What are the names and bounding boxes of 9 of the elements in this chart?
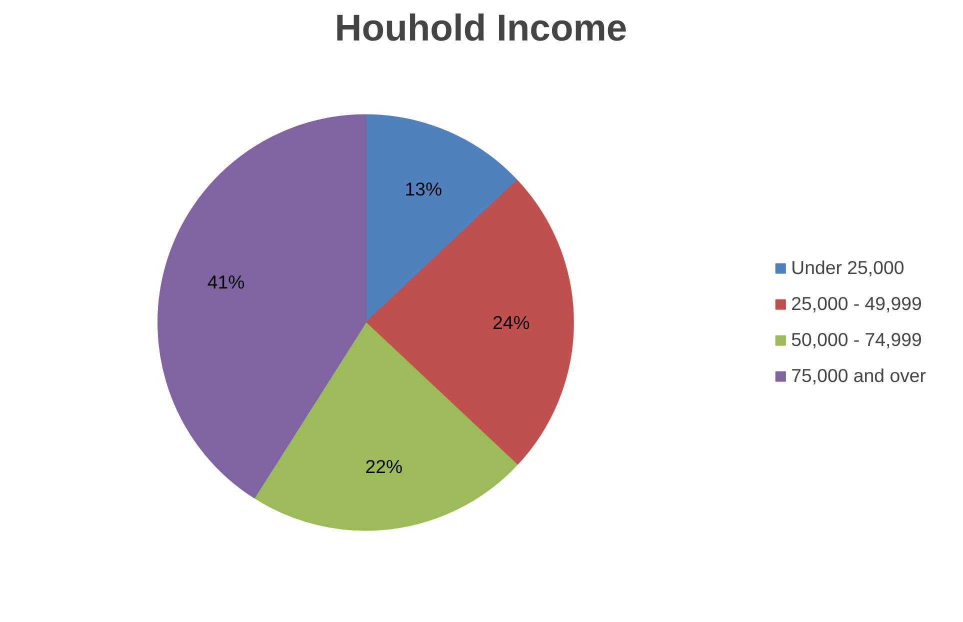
data-label: 22% — [365, 456, 403, 478]
data-label: 24% — [492, 312, 530, 333]
chart-title: Houhold Income — [334, 6, 628, 48]
data-label: 13% — [404, 178, 442, 200]
legend-label: 75,000 and over — [791, 365, 926, 387]
legend-label: 50,000 - 74,999 — [791, 329, 922, 351]
data-label: 41% — [207, 271, 245, 292]
legend-label: Under 25,000 — [791, 257, 904, 279]
legend-label: 25,000 - 49,999 — [791, 293, 922, 315]
